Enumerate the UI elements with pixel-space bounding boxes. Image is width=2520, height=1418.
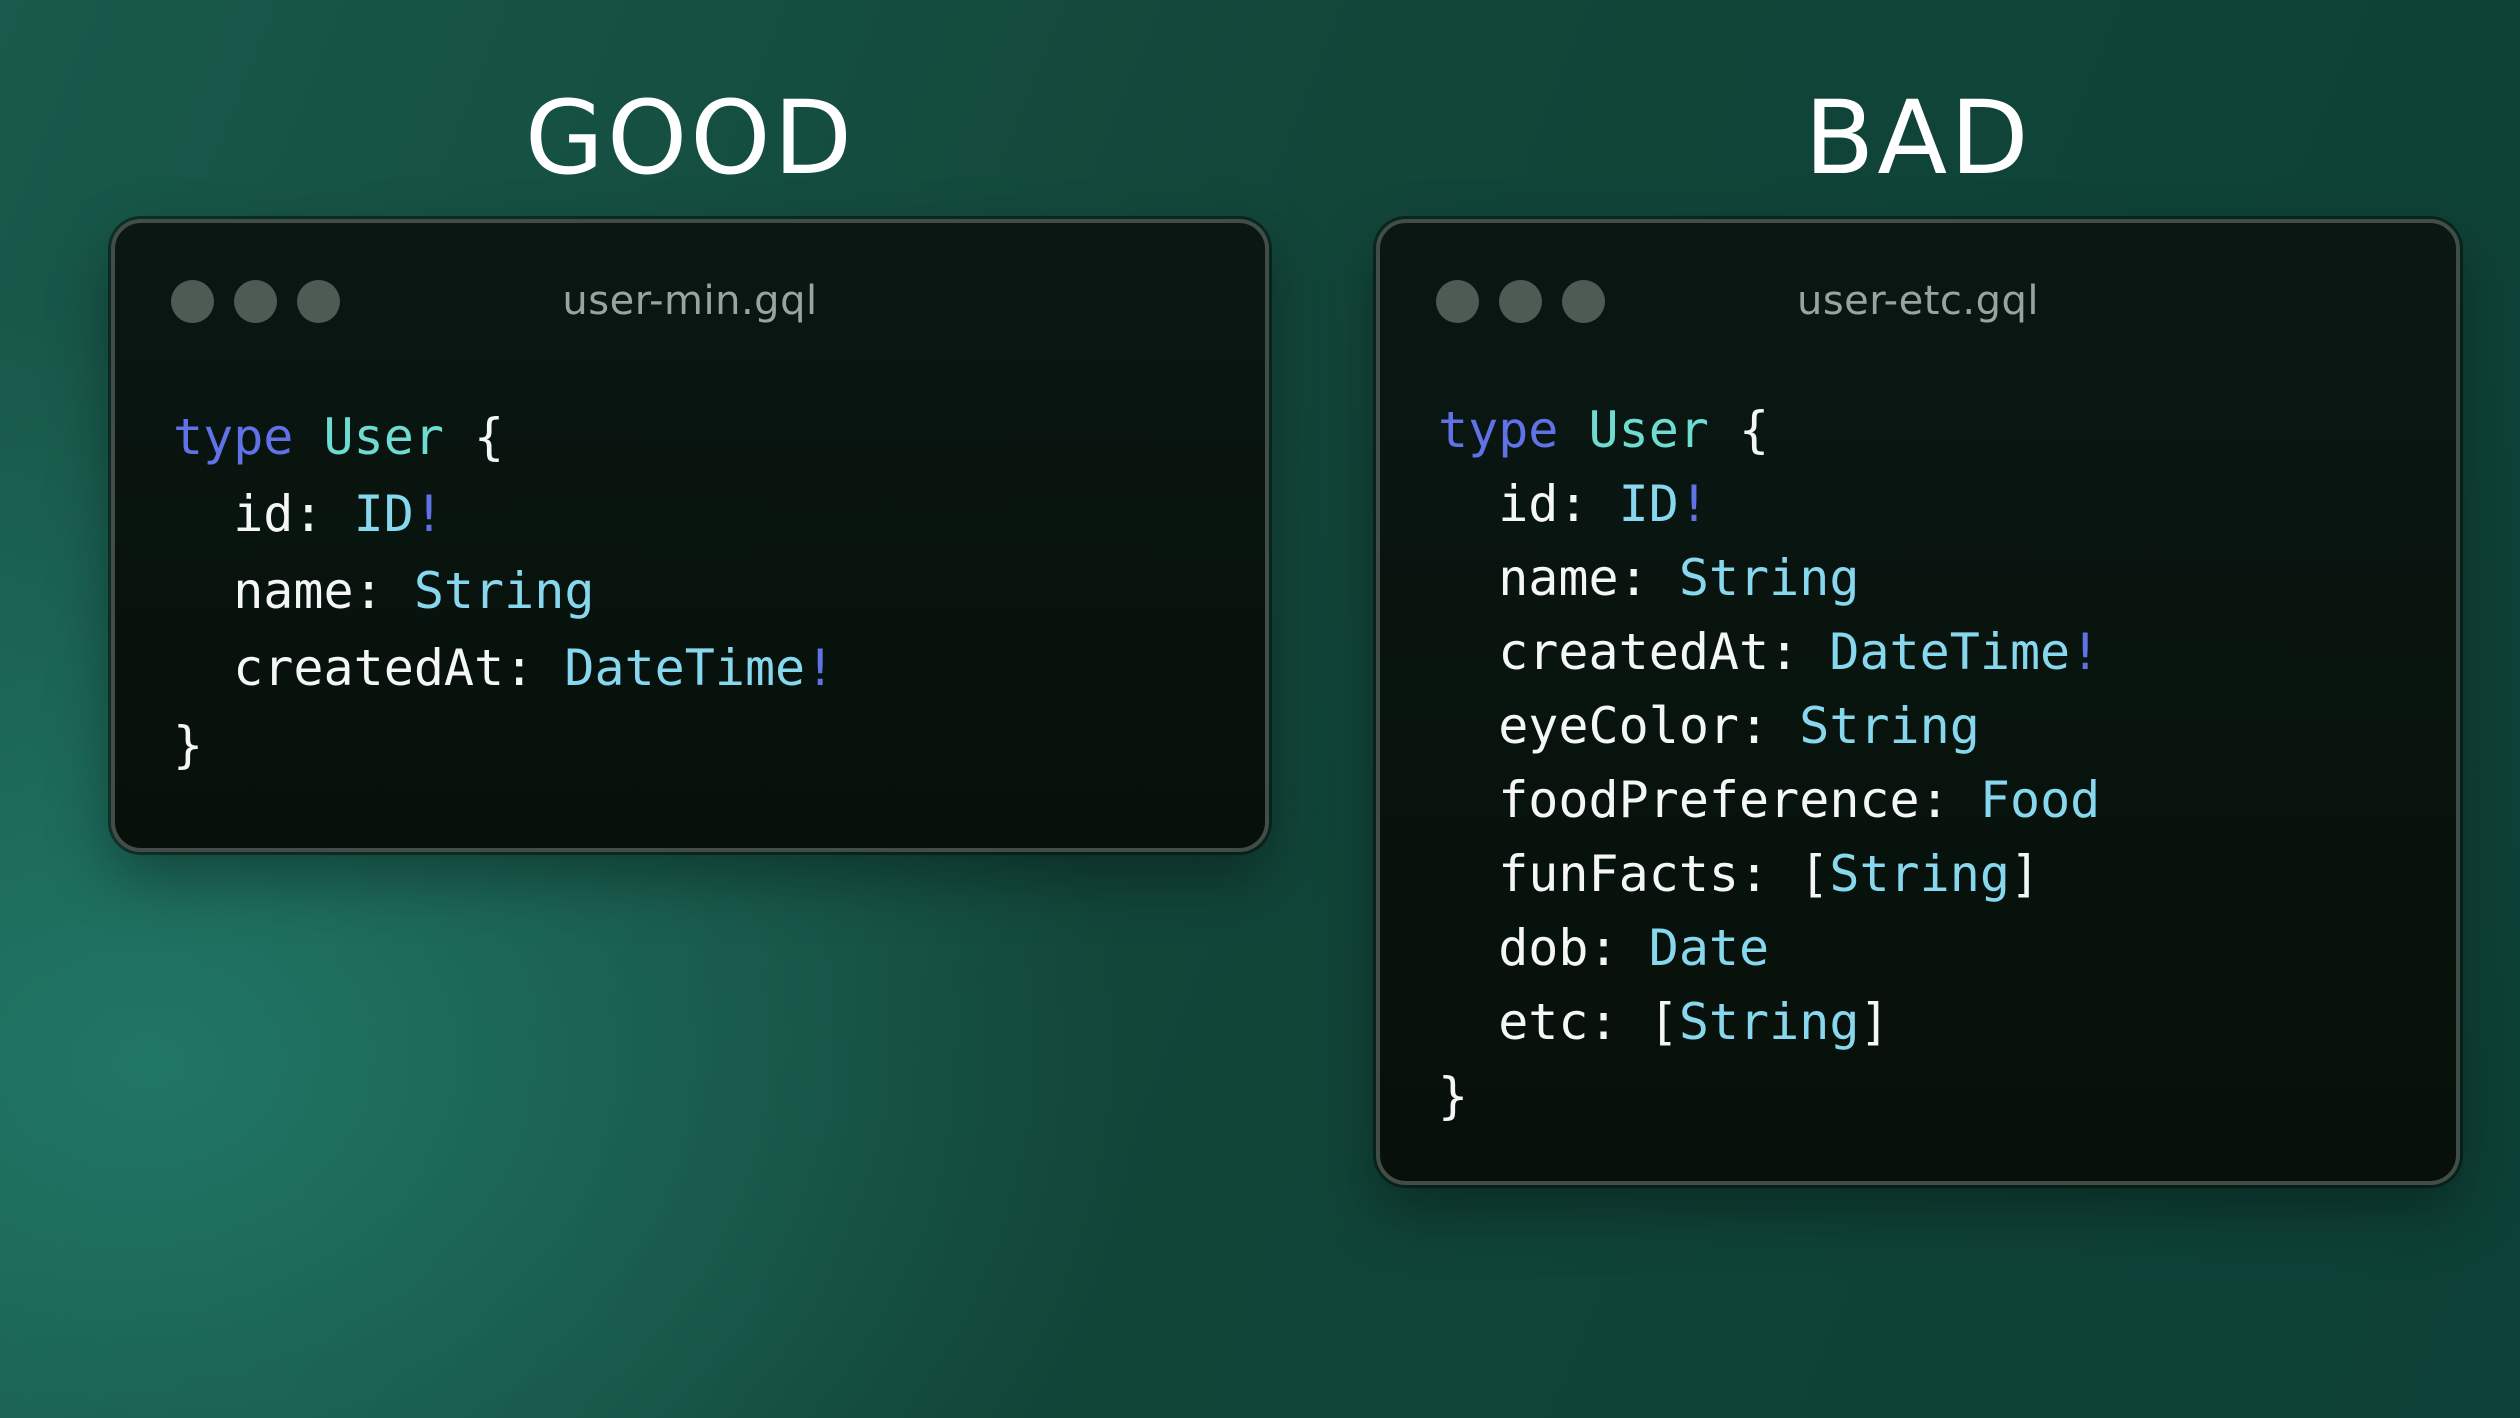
code-window-bad: user-etc.gql type User { id: ID! name: S… — [1376, 219, 2460, 1185]
good-title: GOOD — [524, 79, 856, 198]
code-token: User — [323, 408, 444, 466]
code-token: name: — [173, 562, 414, 620]
code-token: ID — [353, 485, 414, 543]
code-token: DateTime — [1829, 623, 2071, 681]
code-token: ! — [805, 639, 836, 697]
bad-title: BAD — [1804, 79, 2032, 198]
code-token: type — [1438, 401, 1589, 459]
code-line: type User { — [1438, 393, 2426, 467]
code-token: id: — [1438, 475, 1619, 533]
window-dot-icon — [1562, 279, 1605, 323]
code-line: name: String — [1438, 541, 2426, 615]
window-header: user-etc.gql — [1380, 278, 2456, 324]
code-token: ! — [413, 485, 444, 543]
code-token: String — [1799, 697, 1980, 755]
window-dot-icon — [297, 279, 340, 323]
code-token: ! — [2070, 623, 2101, 681]
code-token: ID — [1618, 475, 1679, 533]
code-token: String — [413, 562, 595, 620]
code-line: eyeColor: String — [1438, 689, 2426, 763]
code-token: foodPreference: — [1438, 771, 1980, 829]
code-line: etc: [String] — [1438, 985, 2426, 1059]
code-token: eyeColor: — [1438, 697, 1800, 755]
window-dot-icon — [1436, 279, 1479, 323]
window-controls — [1436, 279, 1605, 323]
code-token: Food — [1979, 771, 2101, 829]
code-token: String — [1678, 549, 1860, 607]
code-token: } — [1438, 1067, 1469, 1125]
window-header: user-min.gql — [115, 278, 1265, 324]
code-token: funFacts: — [1438, 845, 1800, 903]
code-token: { — [1708, 401, 1770, 459]
code-token: ] — [1859, 993, 1890, 1051]
code-line: createdAt: DateTime! — [173, 630, 1235, 707]
window-dot-icon — [1499, 279, 1542, 323]
code-token: createdAt: — [1438, 623, 1830, 681]
code-token: createdAt: — [173, 639, 565, 697]
code-token: ] — [2009, 845, 2041, 903]
code-line: dob: Date — [1438, 911, 2426, 985]
code-block: type User { id: ID! name: String created… — [1438, 393, 2426, 1133]
code-token: { — [443, 408, 505, 466]
code-token: [ — [1799, 845, 1830, 903]
code-token: DateTime — [564, 639, 806, 697]
code-line: foodPreference: Food — [1438, 763, 2426, 837]
code-line: funFacts: [String] — [1438, 837, 2426, 911]
code-token: type — [173, 408, 324, 466]
code-line: createdAt: DateTime! — [1438, 615, 2426, 689]
code-line: id: ID! — [173, 476, 1235, 553]
filename-label: user-min.gql — [562, 278, 818, 324]
code-token: } — [173, 716, 204, 774]
code-line: id: ID! — [1438, 467, 2426, 541]
code-token: Date — [1648, 919, 1770, 977]
code-token: String — [1678, 993, 1860, 1051]
window-dot-icon — [171, 279, 214, 323]
code-token: User — [1588, 401, 1709, 459]
window-dot-icon — [234, 279, 277, 323]
code-token: etc: — [1438, 993, 1649, 1051]
code-token: name: — [1438, 549, 1679, 607]
code-line: type User { — [173, 399, 1235, 476]
code-token: id: — [173, 485, 354, 543]
code-line: } — [1438, 1059, 2426, 1133]
code-window-good: user-min.gql type User { id: ID! name: S… — [111, 219, 1269, 852]
code-token: [ — [1648, 993, 1679, 1051]
filename-label: user-etc.gql — [1796, 278, 2039, 324]
code-token: String — [1829, 845, 2010, 903]
code-token: dob: — [1438, 919, 1649, 977]
code-line: name: String — [173, 553, 1235, 630]
code-token: ! — [1678, 475, 1709, 533]
code-block: type User { id: ID! name: String created… — [173, 399, 1235, 784]
window-controls — [171, 279, 340, 323]
code-line: } — [173, 707, 1235, 784]
